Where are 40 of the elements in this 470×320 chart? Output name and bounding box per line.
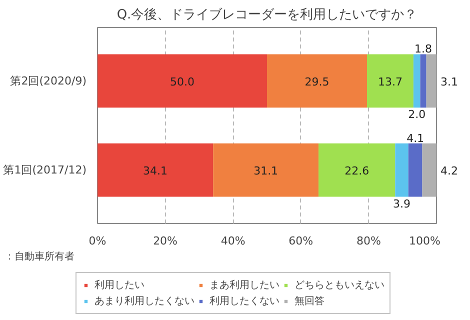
x-tick-label: 100% bbox=[409, 234, 441, 248]
data-label: 34.1 bbox=[143, 164, 168, 178]
bar bbox=[422, 143, 436, 197]
legend-label: 無回答 bbox=[294, 295, 324, 308]
bar bbox=[426, 54, 436, 108]
data-label: 4.2 bbox=[440, 164, 458, 178]
chart-title: Q.今後、ドライブレコーダーを利用したいですか？ bbox=[116, 8, 418, 22]
text: ：自動車所有者 bbox=[4, 250, 74, 262]
x-tick-label: 40% bbox=[220, 234, 246, 248]
data-label: 22.6 bbox=[344, 164, 370, 178]
data-label: 4.1 bbox=[406, 132, 424, 145]
legend-label: 利用したくない bbox=[210, 294, 280, 308]
x-tick-label: 80% bbox=[356, 234, 381, 248]
legend-label: まあ利用したい bbox=[210, 278, 280, 292]
x-tick-label: 20% bbox=[153, 234, 178, 248]
y-tick-label: 第2回(2020/9) bbox=[10, 74, 86, 88]
bar bbox=[395, 143, 408, 197]
data-label: 3.1 bbox=[440, 75, 458, 88]
y-tick-label: 第1回(2017/12) bbox=[3, 164, 86, 177]
data-label: 1.8 bbox=[414, 42, 432, 56]
bar bbox=[98, 54, 267, 108]
bar bbox=[408, 143, 422, 197]
bar bbox=[318, 143, 396, 197]
bar bbox=[367, 54, 414, 108]
data-label: 50.0 bbox=[170, 75, 195, 88]
data-label: 13.7 bbox=[378, 75, 402, 88]
x-tick-label: 0% bbox=[88, 234, 106, 248]
legend-label: 利用したい bbox=[94, 278, 144, 292]
bar bbox=[413, 54, 420, 108]
legend-label: あまり利用したくない bbox=[94, 294, 194, 308]
bar bbox=[267, 54, 368, 108]
bar bbox=[98, 143, 214, 197]
legend-label: どちらともいえない bbox=[294, 279, 384, 292]
data-label: 3.9 bbox=[393, 197, 411, 210]
data-label: 2.0 bbox=[408, 108, 426, 122]
bar bbox=[213, 143, 319, 197]
bar bbox=[420, 54, 426, 108]
x-tick-label: 60% bbox=[288, 234, 314, 248]
data-label: 29.5 bbox=[304, 75, 330, 88]
data-label: 31.1 bbox=[254, 164, 278, 178]
